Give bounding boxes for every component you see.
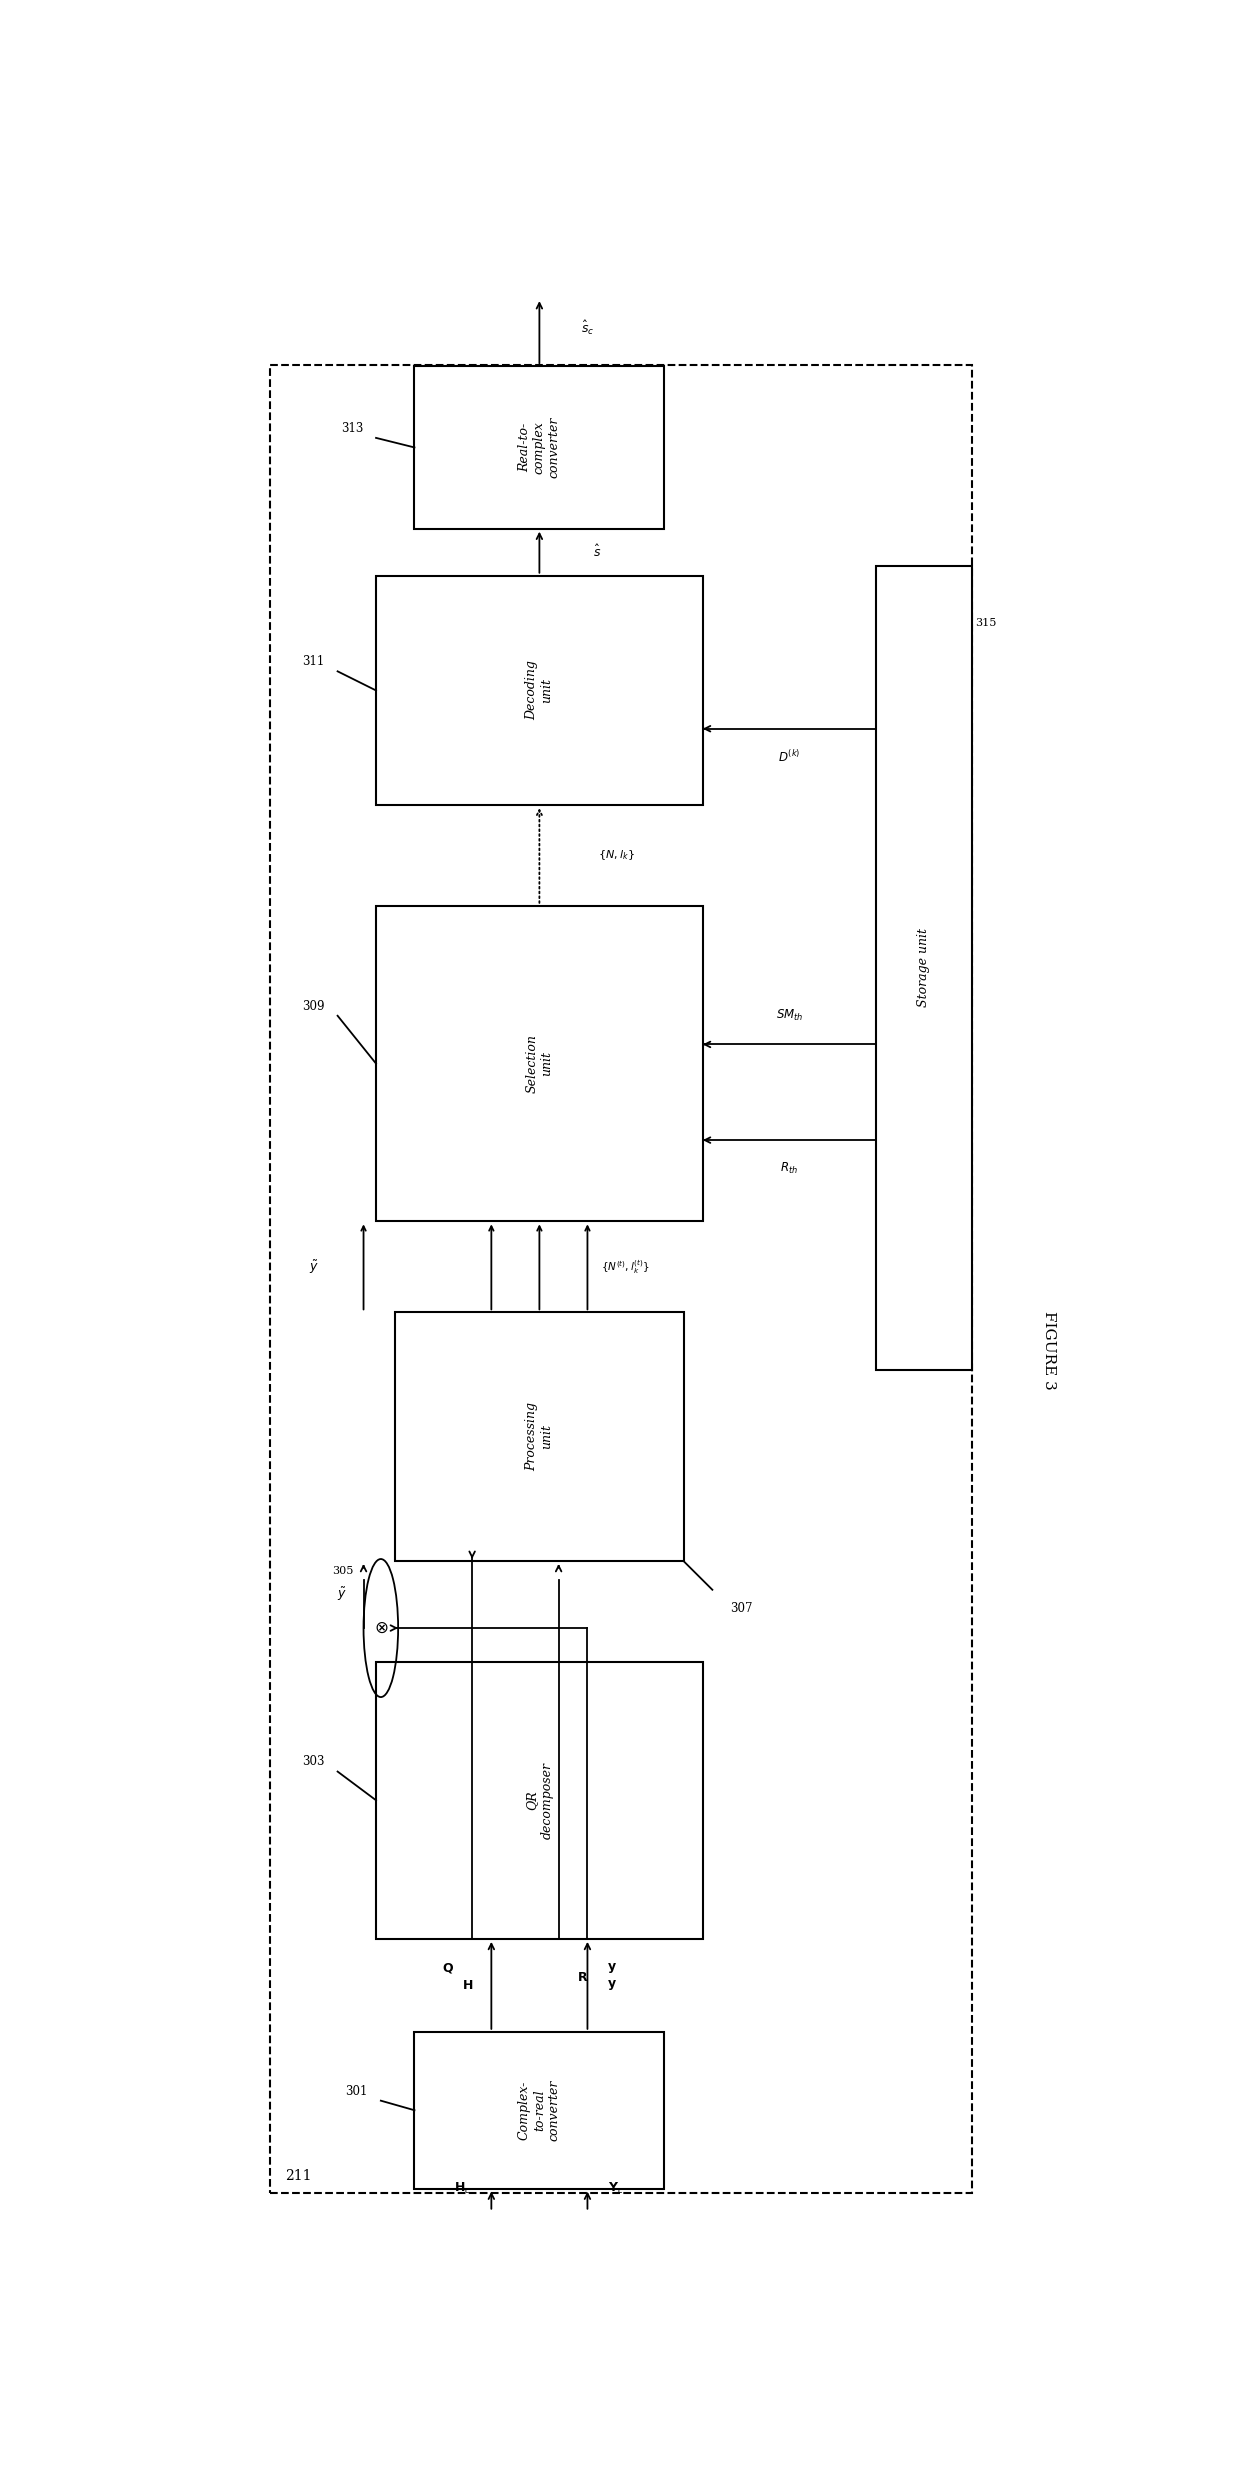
Text: Complex-
to-real
converter: Complex- to-real converter: [518, 2080, 560, 2142]
Text: $\mathbf{H}_c$: $\mathbf{H}_c$: [454, 2182, 471, 2197]
Text: $R_{th}$: $R_{th}$: [780, 1160, 799, 1175]
Text: $\mathbf{y}$: $\mathbf{y}$: [606, 1978, 616, 1993]
Text: 211: 211: [285, 2169, 311, 2182]
Text: 305: 305: [332, 1566, 353, 1575]
Text: $SM_{th}$: $SM_{th}$: [775, 1009, 804, 1024]
Text: $\mathbf{H}$: $\mathbf{H}$: [461, 1978, 472, 1993]
FancyBboxPatch shape: [414, 2033, 665, 2189]
FancyBboxPatch shape: [270, 365, 972, 2192]
Text: $\tilde{y}$: $\tilde{y}$: [309, 1257, 319, 1275]
Text: Decoding
unit: Decoding unit: [526, 661, 553, 721]
Text: $D^{(k)}$: $D^{(k)}$: [777, 750, 801, 765]
Text: FIGURE 3: FIGURE 3: [1042, 1312, 1055, 1389]
FancyBboxPatch shape: [875, 567, 972, 1369]
FancyBboxPatch shape: [376, 577, 703, 805]
Text: QR
decomposer: QR decomposer: [526, 1762, 553, 1839]
Text: 303: 303: [303, 1754, 325, 1769]
Text: Selection
unit: Selection unit: [526, 1034, 553, 1093]
FancyBboxPatch shape: [396, 1312, 683, 1561]
FancyBboxPatch shape: [414, 365, 665, 529]
Text: Real-to-
complex
converter: Real-to- complex converter: [518, 417, 560, 477]
Text: $\mathbf{R}$: $\mathbf{R}$: [577, 1971, 588, 1983]
Text: $\mathbf{Q}$: $\mathbf{Q}$: [443, 1961, 454, 1976]
Text: $\tilde{y}$: $\tilde{y}$: [337, 1585, 347, 1603]
Text: 313: 313: [341, 422, 363, 435]
Text: 311: 311: [303, 656, 325, 668]
Text: 309: 309: [303, 999, 325, 1014]
Text: $\hat{s}_c$: $\hat{s}_c$: [580, 318, 594, 338]
Text: $\otimes$: $\otimes$: [373, 1620, 388, 1638]
Text: $\{N, l_k\}$: $\{N, l_k\}$: [598, 847, 635, 862]
Text: $\mathbf{y}$: $\mathbf{y}$: [606, 1961, 616, 1976]
FancyBboxPatch shape: [376, 1662, 703, 1938]
Text: 307: 307: [730, 1603, 753, 1615]
Text: $\mathbf{Y}_c$: $\mathbf{Y}_c$: [609, 2182, 624, 2197]
Text: Processing
unit: Processing unit: [526, 1402, 553, 1471]
FancyBboxPatch shape: [376, 905, 703, 1223]
Text: $\{N^{(t)}, l_k^{(t)}\}$: $\{N^{(t)}, l_k^{(t)}\}$: [601, 1257, 651, 1275]
Text: 315: 315: [976, 619, 997, 629]
Text: Storage unit: Storage unit: [918, 929, 930, 1006]
Text: 301: 301: [346, 2085, 368, 2097]
Text: $\hat{s}$: $\hat{s}$: [593, 544, 601, 559]
